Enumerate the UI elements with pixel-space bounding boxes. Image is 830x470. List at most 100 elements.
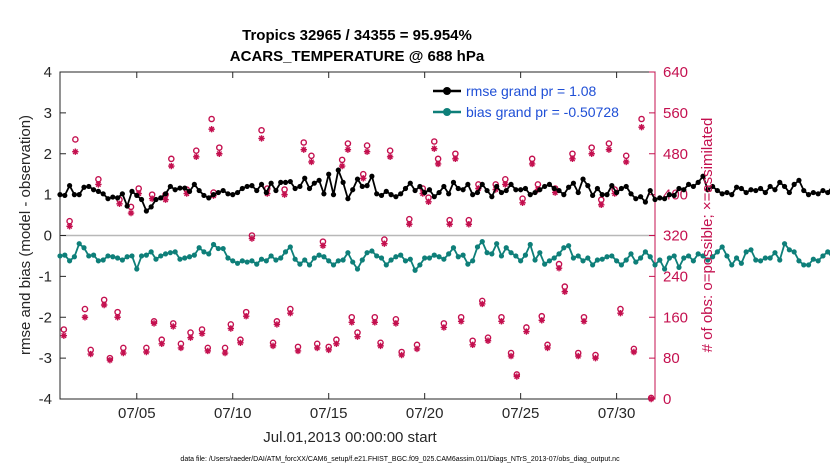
bias-point [796, 258, 802, 264]
bias-point [753, 257, 759, 263]
rmse-point [239, 185, 245, 192]
y-right-tick-label: 480 [663, 146, 688, 163]
obs-assimilated-point [319, 242, 327, 249]
rmse-point [614, 189, 620, 196]
obs-assimilated-point [434, 160, 442, 168]
y-right-tick-label: 160 [663, 309, 688, 326]
rmse-point [566, 184, 572, 190]
bias-point [302, 257, 308, 263]
bias-point [460, 252, 466, 258]
obs-assimilated-point [386, 153, 394, 161]
rmse-point [402, 185, 409, 192]
obs-assimilated-point [431, 145, 438, 152]
rmse-point [503, 187, 509, 194]
rmse-point [369, 173, 375, 179]
obs-assimilated-point [569, 155, 576, 163]
obs-assimilated-point [308, 158, 315, 166]
rmse-point [719, 191, 725, 197]
rmse-point [412, 187, 418, 194]
y-left-tick-label: -2 [39, 309, 52, 326]
obs-possible-point [60, 326, 68, 333]
obs-assimilated-point [158, 340, 165, 348]
rmse-point [556, 187, 562, 194]
bias-point [354, 266, 361, 272]
data-file-footer: data file: /Users/raeder/DAI/ATM_forcXX/… [180, 456, 620, 463]
obs-possible-point [192, 147, 200, 154]
bias-point [474, 244, 481, 250]
bias-point [781, 241, 788, 247]
rmse-point [143, 208, 149, 214]
obs-assimilated-point [120, 349, 127, 357]
obs-possible-point [386, 147, 394, 154]
rmse-point [138, 196, 145, 203]
rmse-point [158, 195, 164, 201]
rmse-point [561, 192, 567, 198]
bias-point [805, 262, 812, 268]
obs-assimilated-point [623, 158, 630, 166]
bias-point [119, 257, 125, 263]
y-right-tick-label: 0 [663, 391, 671, 408]
rmse-point [119, 191, 125, 197]
y-right-tick-label: 240 [663, 268, 688, 285]
rmse-point [210, 192, 217, 198]
bias-point [417, 262, 423, 268]
legend-swatch-marker [443, 108, 451, 116]
obs-possible-point [344, 140, 352, 147]
bias-point [186, 254, 193, 260]
x-tick-label: 07/15 [310, 405, 348, 422]
bias-point [657, 257, 663, 263]
bias-point [450, 245, 457, 251]
y-right-tick-label: 560 [663, 105, 688, 122]
rmse-point [297, 183, 303, 190]
obs-assimilated-point [377, 342, 384, 350]
rmse-point [167, 183, 173, 190]
bias-point [820, 253, 826, 259]
obs-assimilated-point [413, 345, 421, 353]
rmse-point [729, 192, 735, 198]
bias-point [273, 257, 279, 263]
obs-assimilated-point [348, 319, 355, 326]
chart-subtitle: ACARS_TEMPERATURE @ 688 hPa [230, 48, 485, 65]
bias-point [561, 245, 567, 251]
rmse-point [201, 192, 207, 199]
obs-assimilated-point [398, 351, 405, 359]
rmse-point [772, 187, 778, 193]
rmse-point [148, 204, 154, 210]
bias-point [647, 254, 653, 260]
obs-assimilated-point [273, 321, 281, 328]
obs-assimilated-point [528, 160, 536, 168]
bias-point [614, 258, 620, 264]
bias-point [249, 258, 255, 264]
obs-assimilated-point [287, 309, 294, 317]
bias-point [681, 255, 687, 261]
obs-assimilated-point [242, 313, 250, 320]
rmse-point [781, 183, 788, 190]
rmse-point [666, 192, 672, 198]
obs-assimilated-point [313, 344, 321, 352]
bias-point [685, 253, 692, 259]
obs-assimilated-point [425, 198, 432, 205]
obs-assimilated-point [106, 356, 114, 364]
rmse-point [129, 188, 135, 194]
rmse-point [465, 181, 471, 188]
rmse-point [105, 196, 111, 202]
bias-point [95, 258, 101, 264]
bias-point [580, 258, 586, 264]
legend-swatch-marker [443, 87, 451, 95]
rmse-point [249, 183, 255, 189]
chart-title: Tropics 32965 / 34355 = 95.954% [242, 27, 472, 44]
obs-assimilated-point [127, 209, 135, 217]
bias-point [364, 250, 370, 256]
legend-label: rmse grand pr = 1.08 [466, 83, 597, 99]
bias-point [234, 260, 241, 266]
bias-point [695, 251, 701, 257]
bias-point [66, 258, 73, 264]
obs-assimilated-point [452, 155, 459, 163]
rmse-point [575, 189, 581, 196]
y-left-tick-label: 0 [44, 228, 52, 245]
obs-possible-point [588, 144, 595, 151]
rmse-point [676, 185, 682, 192]
y-right-tick-label: 640 [663, 64, 688, 81]
bias-point [537, 250, 543, 256]
obs-assimilated-point [208, 126, 215, 133]
